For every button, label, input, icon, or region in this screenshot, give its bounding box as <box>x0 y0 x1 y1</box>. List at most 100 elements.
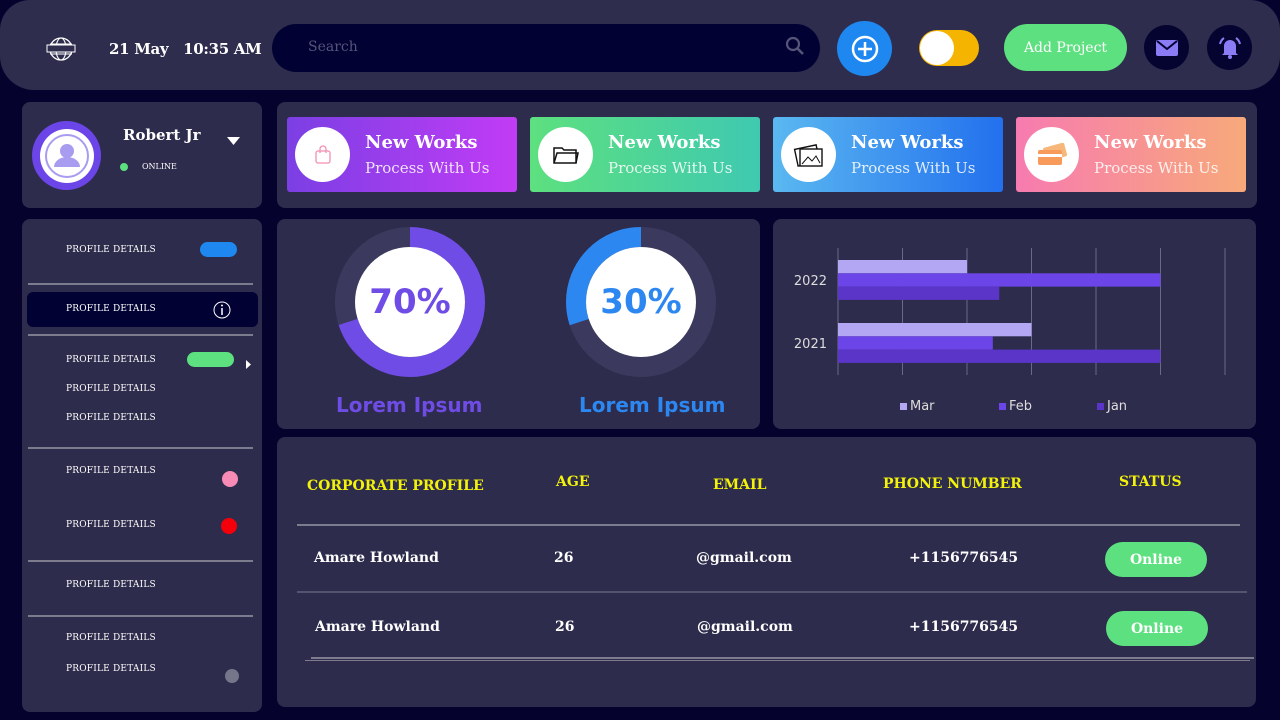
profile-name: Robert Jr <box>123 126 201 144</box>
card-subtitle: Process With Us <box>851 159 976 177</box>
bar-chart: 2022 2021 <box>794 248 1226 375</box>
notification-button[interactable] <box>1207 25 1252 70</box>
card-new-works-2[interactable]: New Works Process With Us <box>530 117 760 192</box>
sidebar-item[interactable]: PROFILE DETAILS <box>66 413 156 423</box>
legend-label: Jan <box>1107 399 1128 414</box>
divider <box>28 560 253 562</box>
bell-icon <box>1218 36 1241 59</box>
avatar[interactable] <box>32 121 101 190</box>
divider <box>297 591 1247 593</box>
card-new-works-3[interactable]: New Works Process With Us <box>773 117 1003 192</box>
plus-icon <box>851 35 878 62</box>
mail-icon <box>1155 39 1178 56</box>
add-button[interactable] <box>837 21 892 76</box>
legend-swatch <box>900 403 907 410</box>
credit-card-icon <box>1024 127 1079 182</box>
card-title: New Works <box>851 132 964 153</box>
divider <box>311 657 1254 659</box>
column-header-status: STATUS <box>1119 474 1182 490</box>
divider <box>28 447 253 449</box>
donut-value-2: 30% <box>600 282 682 322</box>
table-panel <box>277 437 1256 707</box>
cell-age: 26 <box>554 550 574 566</box>
date-text: 21 May <box>109 40 169 58</box>
sidebar-item[interactable]: PROFILE DETAILS <box>66 633 156 643</box>
divider <box>297 524 1240 526</box>
donut-chart-2 <box>566 227 716 377</box>
images-icon <box>781 127 836 182</box>
donut-value-1: 70% <box>369 282 451 322</box>
card-title: New Works <box>608 132 721 153</box>
sidebar-item-active-bg <box>27 292 258 327</box>
legend-label: Mar <box>910 399 935 414</box>
column-header-email: EMAIL <box>713 477 767 493</box>
bar-feb-2021 <box>838 336 993 350</box>
cell-name: Amare Howland <box>315 619 440 635</box>
legend-label: Feb <box>1009 399 1033 414</box>
red-dot <box>221 518 237 534</box>
cell-email[interactable]: @gmail.com <box>696 550 792 566</box>
blue-toggle[interactable] <box>200 242 237 257</box>
card-title: New Works <box>365 132 478 153</box>
sidebar-item[interactable]: PROFILE DETAILS <box>66 355 156 365</box>
column-header-age: AGE <box>556 474 590 490</box>
divider <box>28 615 253 617</box>
sidebar-item[interactable]: PROFILE DETAILS <box>66 245 156 255</box>
info-icon[interactable] <box>213 301 231 323</box>
toggle-knob <box>920 31 954 65</box>
column-header-corporate-profile: CORPORATE PROFILE <box>307 478 484 494</box>
online-indicator <box>120 163 128 171</box>
profile-status: ONLINE <box>142 162 177 171</box>
divider <box>28 334 253 336</box>
bar-mar-2021 <box>838 323 1032 337</box>
y-tick-label: 2022 <box>794 274 827 289</box>
chevron-down-icon[interactable] <box>227 131 240 150</box>
shopping-bag-icon <box>295 127 350 182</box>
globe-icon[interactable] <box>46 36 78 66</box>
time-text: 10:35 AM <box>183 40 262 58</box>
sidebar-item[interactable]: PROFILE DETAILS <box>66 664 156 674</box>
bar-jan-2021 <box>838 349 1161 363</box>
sidebar-item[interactable]: PROFILE DETAILS <box>66 580 156 590</box>
search-input[interactable] <box>308 34 748 60</box>
donut-chart-1 <box>335 227 485 377</box>
cell-phone: +1156776545 <box>909 619 1019 635</box>
cell-phone: +1156776545 <box>909 550 1019 566</box>
card-subtitle: Process With Us <box>1094 159 1219 177</box>
donut-arc <box>335 227 485 377</box>
green-toggle[interactable] <box>187 352 234 367</box>
card-title: New Works <box>1094 132 1207 153</box>
legend-item-jan: Jan <box>1097 399 1127 414</box>
sidebar-item-active[interactable]: PROFILE DETAILS <box>66 304 156 314</box>
theme-toggle[interactable] <box>919 30 979 66</box>
sidebar-item[interactable]: PROFILE DETAILS <box>66 520 156 530</box>
cell-email[interactable]: @gmail.com <box>697 619 793 635</box>
legend-swatch <box>999 403 1006 410</box>
legend-item-mar: Mar <box>900 399 935 414</box>
card-new-works-4[interactable]: New Works Process With Us <box>1016 117 1246 192</box>
sidebar-item[interactable]: PROFILE DETAILS <box>66 384 156 394</box>
divider <box>305 660 1250 661</box>
card-subtitle: Process With Us <box>608 159 733 177</box>
sidebar-item[interactable]: PROFILE DETAILS <box>66 466 156 476</box>
gray-dot <box>225 669 239 683</box>
donut-arc <box>566 227 716 377</box>
status-badge[interactable]: Online <box>1105 542 1207 577</box>
legend-swatch <box>1097 403 1104 410</box>
pink-dot <box>222 471 238 487</box>
datetime: 21 May 10:35 AM <box>109 40 262 58</box>
caret-right-icon[interactable] <box>246 354 251 373</box>
cell-age: 26 <box>555 619 575 635</box>
search-icon[interactable] <box>784 35 806 61</box>
status-badge[interactable]: Online <box>1106 611 1208 646</box>
bar-jan-2022 <box>838 286 1000 300</box>
bar-mar-2022 <box>838 260 967 274</box>
search-bar <box>272 24 820 72</box>
add-project-button[interactable]: Add Project <box>1004 24 1127 71</box>
mail-button[interactable] <box>1144 25 1189 70</box>
card-new-works-1[interactable]: New Works Process With Us <box>287 117 517 192</box>
cell-name: Amare Howland <box>314 550 439 566</box>
folder-icon <box>538 127 593 182</box>
divider <box>28 283 253 285</box>
legend-item-feb: Feb <box>999 399 1032 414</box>
